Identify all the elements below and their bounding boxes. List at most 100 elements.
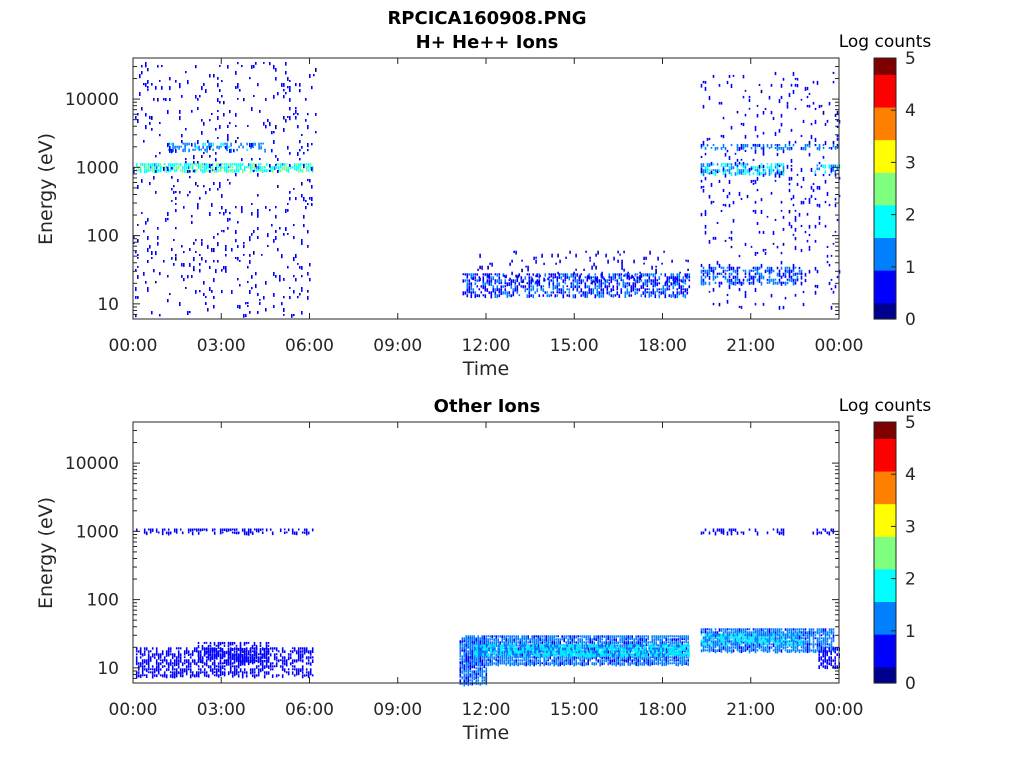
colorbar-segment: [874, 278, 896, 283]
colorbar-segment: [874, 127, 896, 133]
x-tick-label: 09:00: [373, 700, 422, 720]
colorbar-segment: [874, 192, 896, 198]
y-tick-label: 100: [87, 591, 119, 611]
panel-title: Other Ions: [434, 396, 541, 417]
colorbar-segment: [874, 515, 896, 521]
colorbar-segment: [874, 470, 896, 476]
colorbar-segment: [874, 540, 896, 545]
colorbar-segment: [874, 674, 896, 680]
colorbar-segment: [874, 98, 896, 104]
colorbar-segment: [874, 290, 896, 296]
colorbar-tick-label: 4: [905, 101, 916, 121]
axes: 00:00 03:00 06:00 09:00 12:00 15:00 18:00 21:00…: [65, 57, 864, 356]
spectrogram: [133, 62, 841, 318]
colorbar-segment: [874, 450, 896, 456]
x-tick-label: 21:00: [726, 700, 775, 720]
colorbar-segment: [874, 556, 896, 562]
colorbar-tick-label: 3: [905, 517, 916, 537]
colorbar-segment: [874, 168, 896, 173]
colorbar-segment: [874, 245, 896, 251]
colorbar-segment: [874, 446, 896, 452]
y-tick-label: 1000: [76, 522, 119, 542]
x-tick-label: 00:00: [815, 336, 864, 356]
colorbar-segment: [874, 528, 896, 533]
panel-title: H+ He++ Ions: [416, 32, 559, 53]
colorbar-segment: [874, 233, 896, 239]
colorbar-segment: [874, 523, 896, 529]
colorbar-segment: [874, 180, 896, 186]
colorbar-segment: [874, 552, 896, 558]
colorbar-segment: [874, 294, 896, 300]
colorbar-segment: [874, 438, 896, 443]
colorbar-segment: [874, 507, 896, 513]
colorbar-segment: [874, 159, 896, 165]
colorbar-segment: [874, 265, 896, 271]
spectrogram-feature: [462, 273, 691, 299]
colorbar: 0 1 2 3 4 5: [873, 49, 916, 330]
colorbar-segment: [874, 638, 896, 643]
colorbar-segment: [874, 196, 896, 202]
colorbar-segment: [874, 442, 896, 448]
panel-other-ions: Other Ions 00:00 03:00 06:00 09:00 12:00 15:0…: [35, 396, 931, 744]
colorbar-segment: [874, 314, 896, 320]
colorbar-segment: [874, 422, 896, 427]
x-axis-label: Time: [462, 358, 510, 380]
colorbar-segment: [874, 286, 896, 292]
colorbar-frame: [873, 57, 897, 320]
colorbar-tick-label: 5: [905, 413, 916, 433]
y-tick-label: 100: [87, 227, 119, 247]
y-tick-label: 10000: [65, 90, 119, 110]
panel-h-he-ions: H+ He++ Ions 00:00 03:00 06:00 09:00 12:00 15…: [35, 32, 931, 380]
colorbar-segment: [874, 274, 896, 279]
spectrogram-feature: [135, 528, 314, 536]
colorbar-segment: [874, 589, 896, 594]
colorbar-segment: [874, 650, 896, 656]
colorbar-segment: [874, 572, 896, 578]
colorbar-segment: [874, 139, 896, 145]
colorbar-segment: [874, 225, 896, 230]
colorbar-segment: [874, 172, 896, 177]
colorbar-segment: [874, 462, 896, 468]
colorbar-segment: [874, 581, 896, 586]
y-axis-label: Energy (eV): [35, 133, 57, 245]
colorbar-tick-label: 1: [905, 258, 916, 278]
colorbar-segment: [874, 221, 896, 226]
colorbar-segment: [874, 634, 896, 639]
colorbar-segment: [874, 111, 896, 116]
colorbar-segment: [874, 147, 896, 153]
colorbar-segment: [874, 261, 896, 267]
spectrogram-feature: [133, 62, 317, 318]
colorbar-segment: [874, 548, 896, 554]
colorbar-segment: [874, 499, 896, 505]
colorbar-segment: [874, 176, 896, 181]
colorbar-segment: [874, 135, 896, 141]
spectrogram-feature: [700, 266, 803, 286]
spectrogram-feature: [474, 644, 690, 658]
colorbar-segment: [874, 511, 896, 517]
x-tick-label: 15:00: [550, 700, 599, 720]
colorbar-segment: [874, 155, 896, 161]
colorbar-segment: [874, 454, 896, 460]
colorbar-segment: [874, 662, 896, 668]
x-tick-label: 00:00: [815, 700, 864, 720]
x-tick-label: 00:00: [109, 336, 158, 356]
colorbar-segment: [874, 123, 896, 128]
colorbar-segment: [874, 617, 896, 623]
colorbar-segment: [874, 613, 896, 619]
colorbar-segment: [874, 119, 896, 124]
colorbar-segment: [874, 560, 896, 566]
colorbar-segment: [874, 426, 896, 431]
colorbar-segment: [874, 519, 896, 525]
colorbar-label: Log counts: [839, 32, 932, 52]
colorbar-segment: [874, 666, 896, 672]
x-axis-label: Time: [462, 722, 510, 744]
colorbar-segment: [874, 536, 896, 541]
colorbar-segment: [874, 58, 896, 63]
colorbar-segment: [874, 564, 896, 570]
colorbar-frame: [873, 421, 897, 684]
colorbar-segment: [874, 430, 896, 435]
spectrogram: [135, 528, 840, 687]
colorbar-segment: [874, 164, 896, 169]
colorbar-segment: [874, 625, 896, 631]
